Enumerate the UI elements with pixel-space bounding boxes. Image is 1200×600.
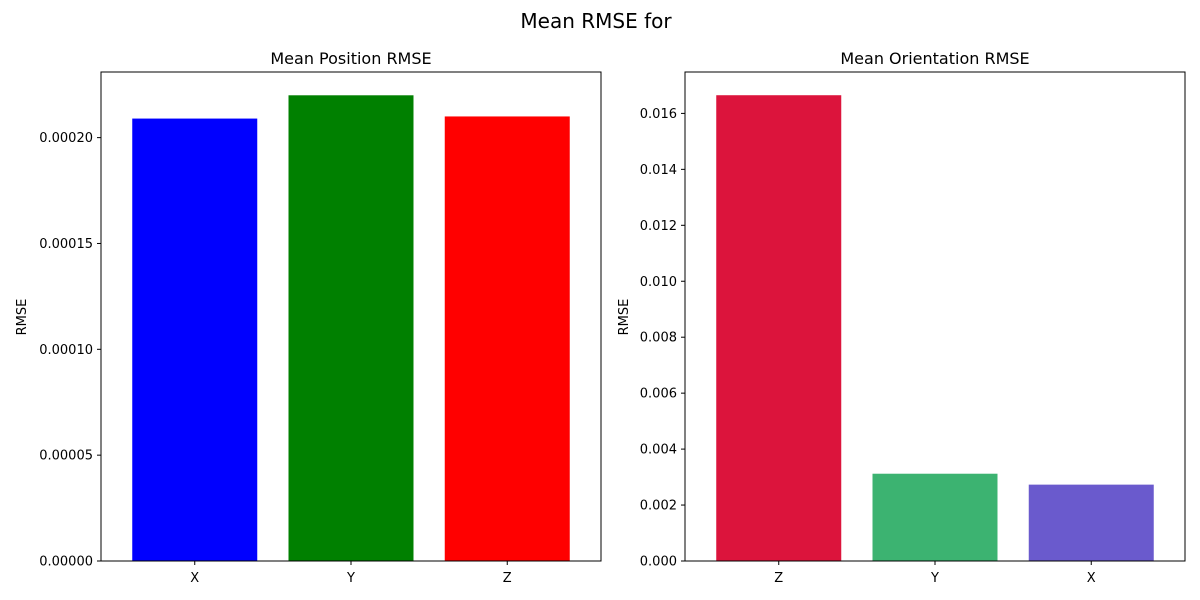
orientation-ticks: Z Y X 0.000 0.002 0.004 0.006 0.008 0.010 0.012 0.… (640, 107, 1096, 586)
position-bar-x (132, 118, 258, 561)
orientation-x-tick-label: X (1087, 571, 1096, 586)
orientation-y-tick-label: 0.010 (640, 275, 677, 290)
orientation-bar-y (872, 473, 998, 561)
position-ticks: X Y Z 0.00000 0.00005 0.00010 0.00015 0.00020 (39, 131, 512, 586)
position-y-tick-label: 0.00000 (39, 555, 93, 570)
orientation-y-tick-label: 0.000 (640, 555, 677, 570)
orientation-bar-z (716, 95, 842, 561)
position-y-axis-label: RMSE (15, 299, 30, 336)
position-x-tick-label: X (190, 571, 199, 586)
position-y-tick-label: 0.00010 (39, 343, 93, 358)
orientation-y-tick-label: 0.004 (640, 443, 677, 458)
orientation-y-axis-label: RMSE (617, 299, 632, 336)
position-y-tick-label: 0.00020 (39, 131, 93, 146)
position-y-tick-label: 0.00005 (39, 449, 93, 464)
orientation-x-tick-label: Z (774, 571, 783, 586)
orientation-y-tick-label: 0.006 (640, 387, 677, 402)
position-rmse-chart: Mean Position RMSE RMSE X Y Z 0.00000 0.0000… (15, 49, 602, 586)
orientation-y-tick-label: 0.014 (640, 163, 677, 178)
orientation-y-tick-label: 0.016 (640, 107, 677, 122)
position-x-tick-label: Z (503, 571, 512, 586)
position-plot-frame (100, 71, 602, 562)
orientation-chart-title: Mean Orientation RMSE (840, 49, 1029, 68)
position-y-tick-label: 0.00015 (39, 237, 93, 252)
orientation-bar-x (1028, 484, 1154, 561)
position-x-tick-label: Y (346, 571, 355, 586)
position-chart-title: Mean Position RMSE (270, 49, 431, 68)
position-bar-y (288, 95, 414, 561)
orientation-y-tick-label: 0.008 (640, 331, 677, 346)
orientation-bars (716, 95, 1154, 561)
figure-suptitle: Mean RMSE for (520, 9, 672, 33)
orientation-y-tick-label: 0.012 (640, 219, 677, 234)
orientation-x-tick-label: Y (930, 571, 939, 586)
position-bar-z (444, 116, 570, 561)
orientation-rmse-chart: Mean Orientation RMSE RMSE Z Y X 0.000 0.002… (617, 49, 1186, 586)
orientation-plot-frame (684, 71, 1186, 562)
position-bars (132, 95, 570, 561)
orientation-y-tick-label: 0.002 (640, 499, 677, 514)
